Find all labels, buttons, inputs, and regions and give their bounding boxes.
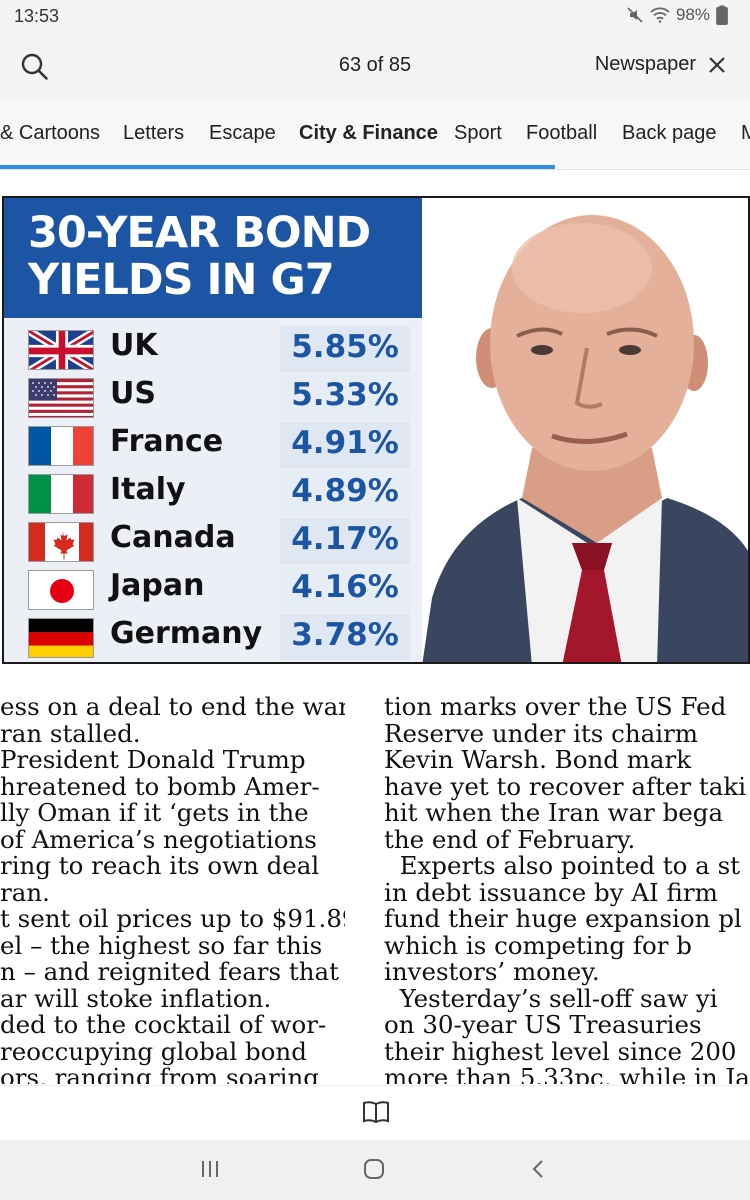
- value-cell: 4.89%: [280, 470, 410, 516]
- value-cell: 3.78%: [280, 614, 410, 660]
- value-cell: 5.33%: [280, 374, 410, 420]
- country-label: Italy: [110, 472, 186, 507]
- yield-value: 4.89%: [291, 473, 399, 509]
- home-icon[interactable]: [362, 1157, 386, 1181]
- newspaper-page: 30-YEAR BOND YIELDS IN G7 UK 5.85%: [0, 170, 750, 1085]
- article-line: in debt issuance by AI firm: [384, 877, 718, 907]
- article-column-2: tion marks over the US Fed Reserve under…: [384, 694, 750, 1084]
- uk-flag-icon: [28, 330, 94, 370]
- article-line: ded to the cocktail of wor-: [0, 1010, 327, 1039]
- battery-icon: [716, 5, 728, 25]
- article-line: on 30-year US Treasuries: [384, 1010, 702, 1039]
- country-label: Japan: [110, 568, 205, 603]
- value-cell: 4.91%: [280, 422, 410, 468]
- status-bar: 13:53 98%: [0, 0, 750, 34]
- article-line: their highest level since 200: [384, 1036, 737, 1066]
- article-line: the end of February.: [384, 824, 636, 854]
- article-line: tion marks over the US Fed: [384, 694, 727, 721]
- tab-escape[interactable]: Escape: [209, 122, 276, 144]
- article-line: el – the highest so far this: [0, 930, 323, 960]
- japan-flag-icon: [28, 570, 94, 610]
- article-line: reoccupying global bond: [0, 1036, 307, 1066]
- article-line: have yet to recover after taki: [384, 771, 747, 801]
- article-line: n – and reignited fears that: [0, 957, 339, 986]
- graphic-title-line-2: YIELDS IN G7: [28, 255, 335, 305]
- tab-football[interactable]: Football: [526, 122, 598, 144]
- article-line: hreatened to bomb Amer-: [0, 771, 320, 801]
- yield-value: 4.17%: [291, 521, 399, 557]
- italy-flag-icon: [28, 474, 94, 514]
- article-line: Experts also pointed to a st: [384, 851, 740, 880]
- newspaper-close-button[interactable]: Newspaper: [595, 53, 726, 76]
- article-line: President Donald Trump: [0, 745, 306, 774]
- article-line: ar will stoke inflation.: [0, 983, 272, 1013]
- search-icon[interactable]: [20, 52, 50, 82]
- article-line: ess on a deal to end the war: [0, 694, 345, 721]
- bond-yields-graphic: 30-YEAR BOND YIELDS IN G7 UK 5.85%: [2, 196, 750, 664]
- tab-sport[interactable]: Sport: [454, 122, 502, 144]
- yield-value: 5.85%: [291, 329, 399, 365]
- portrait-photo: [422, 198, 748, 662]
- article-column-1: ess on a deal to end the war ran stalled…: [0, 694, 345, 1084]
- article-line: ran.: [0, 877, 50, 907]
- newspaper-label: Newspaper: [594, 53, 696, 75]
- yield-value: 4.91%: [291, 425, 399, 461]
- us-flag-icon: [28, 378, 94, 418]
- yield-value: 4.16%: [291, 569, 399, 605]
- article-line: t sent oil prices up to $91.89: [0, 904, 345, 933]
- system-nav-bar: [0, 1140, 750, 1200]
- article-line: ran stalled.: [0, 718, 141, 748]
- tab-scroll-indicator: [0, 165, 555, 169]
- article-line: hit when the Iran war bega: [384, 798, 724, 827]
- tab-letters[interactable]: Letters: [123, 122, 185, 144]
- canada-flag-icon: [28, 522, 94, 562]
- value-cell: 5.85%: [280, 326, 410, 372]
- article-line: investors’ money.: [384, 957, 600, 986]
- close-icon[interactable]: [708, 56, 726, 74]
- status-time: 13:53: [14, 6, 60, 26]
- article-line: more than 5.33pc, while in Ja: [384, 1063, 750, 1084]
- article-line: ring to reach its own deal: [0, 851, 320, 880]
- mute-icon: [627, 7, 643, 23]
- yield-value: 3.78%: [291, 617, 399, 653]
- tab-city-finance[interactable]: City & Finance: [299, 122, 438, 144]
- value-cell: 4.16%: [280, 566, 410, 612]
- tab-cartoons[interactable]: & Cartoons: [0, 122, 101, 144]
- tab-more[interactable]: M: [741, 122, 750, 144]
- country-label: US: [110, 376, 156, 411]
- book-icon[interactable]: [362, 1100, 390, 1124]
- article-line: Yesterday’s sell-off saw yi: [384, 983, 718, 1013]
- article-line: lly Oman if it ‘gets in the: [0, 798, 309, 827]
- article-line: of America’s negotiations: [0, 824, 317, 854]
- graphic-title-line-1: 30-YEAR BOND: [28, 208, 371, 258]
- tab-divider: [0, 169, 750, 170]
- article-line: ors, ranging from soaring: [0, 1063, 319, 1084]
- app-header: 63 of 85 Newspaper: [0, 34, 750, 100]
- value-cell: 4.17%: [280, 518, 410, 564]
- status-icons: 98%: [626, 5, 728, 25]
- back-icon[interactable]: [527, 1157, 551, 1181]
- article-line: Reserve under its chairm: [384, 718, 699, 748]
- tab-back-page[interactable]: Back page: [622, 122, 717, 144]
- recent-apps-icon[interactable]: [198, 1157, 222, 1181]
- france-flag-icon: [28, 426, 94, 466]
- section-tabs: & Cartoons Letters Escape City & Finance…: [0, 100, 750, 168]
- yield-value: 5.33%: [291, 377, 399, 413]
- country-label: Germany: [110, 616, 263, 651]
- germany-flag-icon: [28, 618, 94, 658]
- page-indicator: 63 of 85: [338, 54, 412, 76]
- country-label: UK: [110, 328, 158, 363]
- graphic-title: 30-YEAR BOND YIELDS IN G7: [28, 208, 371, 305]
- article-line: Kevin Warsh. Bond mark: [384, 745, 692, 774]
- article-line: which is competing for b: [384, 930, 692, 960]
- country-label: France: [110, 424, 224, 459]
- article-line: fund their huge expansion pl: [384, 904, 742, 933]
- footer-divider: [0, 1085, 750, 1086]
- country-label: Canada: [110, 520, 236, 555]
- wifi-icon: [650, 7, 670, 23]
- battery-percent: 98%: [675, 5, 710, 24]
